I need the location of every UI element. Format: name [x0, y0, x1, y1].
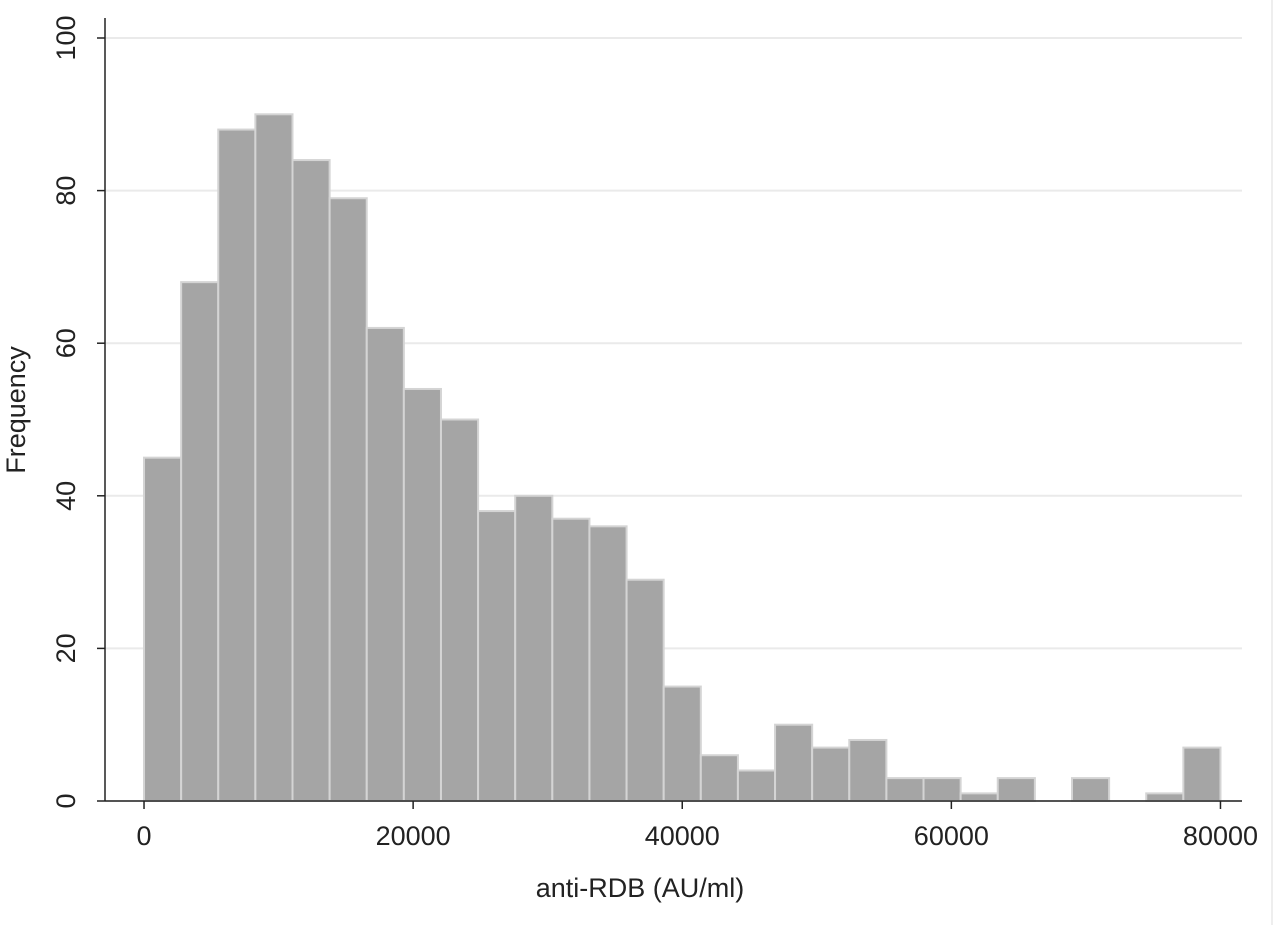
bar: [180, 281, 220, 803]
bar: [439, 418, 480, 802]
y-tick-label: 40: [51, 481, 81, 511]
bar: [959, 792, 999, 802]
x-tick-label: 80000: [1183, 821, 1258, 851]
bar: [477, 510, 517, 802]
y-tick-label: 20: [51, 633, 81, 663]
x-tick-label: 20000: [376, 821, 451, 851]
x-tick-label: 0: [137, 821, 152, 851]
bar: [402, 387, 442, 802]
bar: [328, 197, 368, 803]
bar: [996, 777, 1036, 802]
bar: [143, 456, 183, 802]
y-tick-label: 60: [51, 328, 81, 358]
bar: [588, 525, 628, 802]
x-axis-label: anti-RDB (AU/ml): [536, 873, 745, 903]
bar: [1070, 777, 1111, 802]
bar: [736, 769, 777, 802]
bar: [848, 738, 888, 803]
x-tick-label: 60000: [914, 821, 989, 851]
bar: [254, 113, 294, 803]
bar: [365, 326, 405, 802]
x-tick-label: 40000: [645, 821, 720, 851]
y-tick-label: 80: [51, 176, 81, 206]
bar: [699, 754, 739, 802]
y-tick-label: 100: [51, 15, 81, 60]
bar: [662, 685, 702, 802]
bar: [885, 777, 925, 802]
bar: [1145, 792, 1185, 802]
bar: [551, 517, 591, 802]
bar: [514, 494, 554, 802]
bar: [217, 128, 257, 802]
bar: [291, 159, 331, 802]
bar: [1182, 746, 1222, 803]
bar: [811, 746, 851, 803]
bar: [922, 777, 962, 802]
bar: [774, 723, 814, 803]
y-tick-label: 0: [51, 793, 81, 808]
y-axis-label: Frequency: [1, 346, 31, 474]
bar: [625, 578, 665, 802]
